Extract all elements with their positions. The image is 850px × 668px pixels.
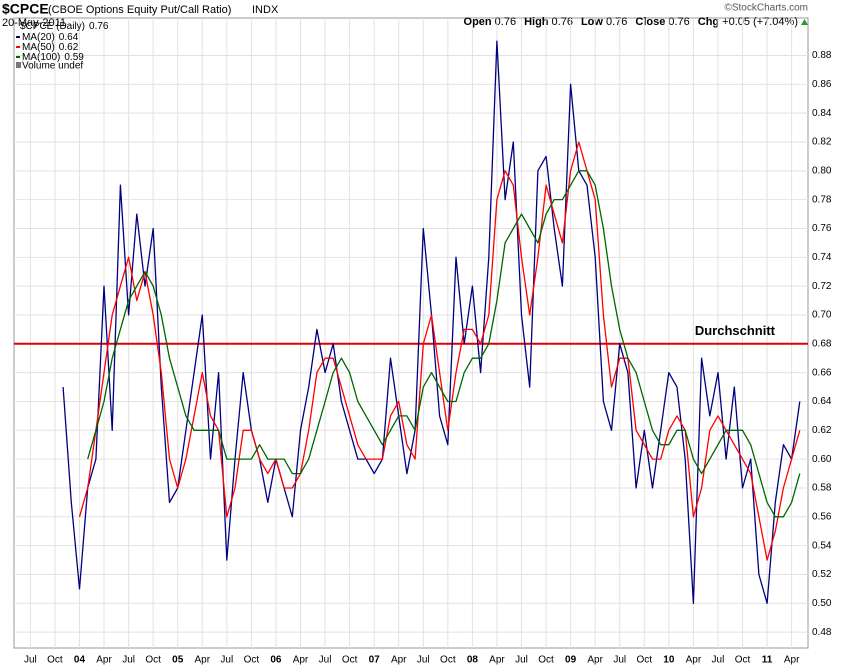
x-tick-label: Oct [735, 655, 751, 666]
legend-entry: MA(50) 0.62 [22, 42, 79, 53]
legend-label: $CPCE (Daily) [20, 21, 85, 32]
x-tick-label: Oct [47, 655, 63, 666]
x-tick-label: Oct [342, 655, 358, 666]
plot-frame [13, 17, 809, 649]
x-tick-label: Apr [784, 655, 800, 666]
x-tick-label: 05 [172, 655, 184, 666]
x-tick-label: Jul [613, 655, 626, 666]
quote-label: Open [464, 16, 492, 28]
date: 20-May-2011 [2, 17, 66, 29]
series-line [87, 170, 801, 518]
x-tick-label: Jul [417, 655, 430, 666]
x-tick-label: Oct [440, 655, 456, 666]
x-tick-label: 11 [762, 655, 773, 666]
quote-value: 0.76 [606, 16, 627, 28]
x-tick-label: Apr [96, 655, 112, 666]
up-arrow [801, 19, 808, 25]
y-tick-label: 0.86 [812, 79, 832, 90]
description: (CBOE Options Equity Put/Call Ratio) [48, 4, 231, 16]
x-tick-label: Jul [515, 655, 528, 666]
x-tick-label: 10 [663, 655, 675, 666]
y-tick-label: 0.58 [812, 483, 832, 494]
y-tick-label: 0.62 [812, 425, 832, 436]
x-tick-label: Apr [686, 655, 702, 666]
x-tick-label: Jul [24, 655, 37, 666]
y-tick-label: 0.82 [812, 137, 832, 148]
legend-label: MA(100) [22, 52, 60, 63]
y-tick-label: 0.66 [812, 367, 832, 378]
quote-value: 0.76 [668, 16, 689, 28]
quote-label: Low [581, 16, 603, 28]
quote-value: 0.76 [552, 16, 573, 28]
legend-label: MA(20) [22, 32, 55, 43]
y-tick-label: 0.52 [812, 569, 832, 580]
x-tick-label: 09 [565, 655, 577, 666]
x-tick-label: Apr [293, 655, 309, 666]
y-tick-label: 0.80 [812, 165, 832, 176]
x-tick-label: Apr [587, 655, 603, 666]
x-tick-label: 08 [467, 655, 479, 666]
y-tick-label: 0.48 [812, 627, 832, 638]
y-tick-label: 0.76 [812, 223, 832, 234]
y-tick-label: 0.88 [812, 50, 832, 61]
y-tick-label: 0.84 [812, 108, 832, 119]
legend-entry: MA(20) 0.64 [22, 32, 79, 43]
y-tick-label: 0.72 [812, 281, 832, 292]
y-tick-label: 0.68 [812, 338, 832, 349]
x-tick-label: Oct [145, 655, 161, 666]
legend-volume: Volume undef [22, 61, 83, 72]
y-tick-label: 0.50 [812, 598, 832, 609]
annotation: Durchschnitt [695, 323, 776, 338]
y-tick-label: 0.56 [812, 511, 832, 522]
x-tick-label: Oct [244, 655, 260, 666]
legend-value: 0.76 [89, 21, 109, 32]
legend-value: 0.59 [64, 52, 84, 63]
y-tick-label: 0.78 [812, 194, 832, 205]
y-tick-label: 0.64 [812, 396, 832, 407]
quote-value: +0.05 (+7.04%) [722, 16, 798, 28]
legend-value: 0.64 [59, 32, 79, 43]
quote-value: 0.76 [495, 16, 516, 28]
series-line [78, 141, 801, 561]
legend-volume-icon [16, 62, 21, 68]
x-tick-label: Jul [712, 655, 725, 666]
symbol: $CPCE [2, 1, 49, 17]
y-tick-label: 0.54 [812, 540, 832, 551]
quote-label: High [524, 16, 549, 28]
x-tick-label: 07 [369, 655, 381, 666]
x-tick-label: Jul [319, 655, 332, 666]
y-tick-label: 0.74 [812, 252, 832, 263]
quote: Open 0.76 High 0.76 Low 0.76 Close 0.76 Chg +0.05… [464, 16, 798, 28]
quote-label: Chg [698, 16, 719, 28]
credit: ©StockCharts.com [724, 3, 808, 14]
x-tick-label: 06 [270, 655, 282, 666]
x-tick-label: Oct [538, 655, 554, 666]
x-tick-label: Apr [391, 655, 407, 666]
legend-entry: MA(100) 0.59 [22, 52, 84, 63]
x-tick-label: Apr [489, 655, 505, 666]
legend-price: $CPCE (Daily) 0.76 [20, 21, 109, 32]
x-tick-label: 04 [74, 655, 86, 666]
quote-label: Close [635, 16, 665, 28]
y-tick-label: 0.60 [812, 454, 832, 465]
legend-label: MA(50) [22, 42, 55, 53]
legend-value: 0.62 [59, 42, 79, 53]
x-tick-label: Jul [220, 655, 233, 666]
x-tick-label: Oct [637, 655, 653, 666]
x-tick-label: Jul [122, 655, 135, 666]
exchange: INDX [252, 4, 279, 16]
y-tick-label: 0.70 [812, 310, 832, 321]
x-tick-label: Apr [194, 655, 210, 666]
